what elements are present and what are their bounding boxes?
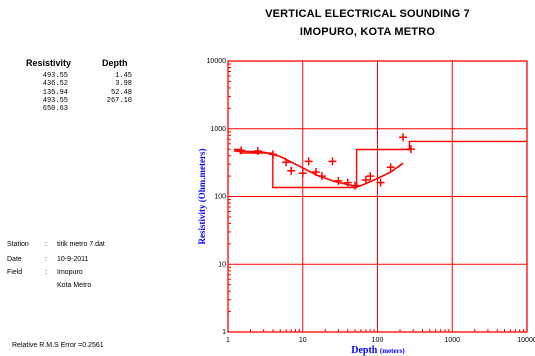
depth-header: Depth: [102, 58, 128, 68]
data-point: [298, 169, 307, 178]
separator: :: [45, 241, 47, 248]
x-tick-label: 10000: [517, 337, 535, 344]
y-tick-label: 10: [218, 261, 226, 268]
y-tick-label: 100: [214, 194, 226, 201]
x-tick-label: 1: [226, 337, 230, 344]
station-value: titik metro 7.dat: [57, 241, 105, 248]
y-tick-label: 10000: [207, 58, 227, 65]
chart-title: VERTICAL ELECTRICAL SOUNDING 7: [265, 8, 470, 20]
resistivity-column: 493.55 436.52 135.94 493.55 650.63: [28, 72, 68, 113]
date-value: 10-9-2011: [57, 256, 89, 263]
x-axis-unit: (meters): [380, 347, 406, 355]
rms-error-text: Relative R.M.S Error =0.2561: [12, 342, 104, 349]
data-point: [287, 166, 296, 175]
field-row: Field: Imopuro: [7, 266, 83, 279]
x-axis-label: Depth (meters): [351, 345, 405, 356]
fitted-curve: [233, 150, 404, 188]
separator: :: [45, 269, 47, 276]
resistivity-value: 493.55: [42, 72, 68, 80]
y-tick-label: 1000: [210, 126, 226, 133]
data-point: [304, 157, 313, 166]
x-tick-label: 10: [299, 337, 307, 344]
data-point: [328, 157, 337, 166]
data-point: [366, 172, 375, 181]
station-label: Station: [7, 241, 29, 248]
resistivity-value: 436.52: [42, 80, 68, 89]
depth-value: 1.45: [115, 72, 132, 80]
resistivity-value: 650.63: [42, 105, 68, 114]
field-value: Imopuro: [57, 269, 83, 276]
date-label: Date: [7, 256, 22, 263]
y-tick-label: 1: [222, 329, 226, 336]
resistivity-value: 135.94: [42, 88, 68, 97]
x-tick-label: 100: [372, 337, 384, 344]
station-row: Station: titik metro 7.dat: [7, 238, 105, 251]
chart-subtitle: IMOPURO, KOTA METRO: [299, 26, 436, 38]
y-axis-label: Resistivity (Ohm.meters): [197, 149, 207, 245]
depth-value: 3.98: [115, 80, 132, 89]
layer-model-line: [233, 140, 527, 189]
resistivity-header: Resistivity: [26, 58, 72, 68]
data-point: [361, 176, 370, 185]
field-label: Field: [7, 269, 23, 276]
data-point: [399, 133, 408, 142]
field-row-2: Kota Metro: [57, 279, 91, 292]
field-value-2: Kota Metro: [57, 282, 92, 289]
depth-column: 1.45 3.98 52.48 267.10: [88, 72, 132, 105]
separator: :: [45, 256, 47, 263]
depth-value: 52.48: [110, 88, 132, 97]
depth-value: 267.10: [106, 96, 132, 105]
data-point: [386, 163, 395, 172]
resistivity-value: 493.55: [42, 96, 68, 105]
data-point: [376, 178, 385, 187]
date-row: Date: 10-9-2011: [7, 253, 88, 266]
x-tick-label: 1000: [444, 337, 460, 344]
